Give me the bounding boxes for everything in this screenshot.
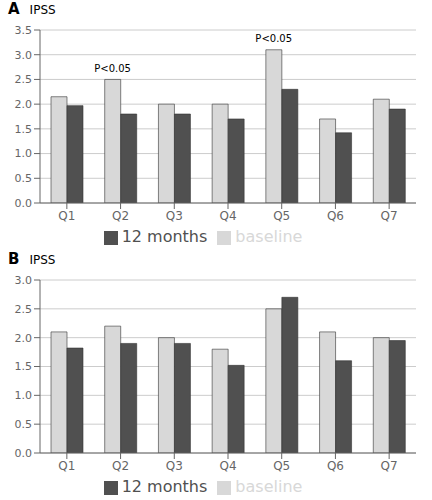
- svg-text:Q1: Q1: [58, 459, 75, 473]
- svg-text:1.0: 1.0: [15, 147, 33, 160]
- svg-text:2.5: 2.5: [15, 303, 33, 316]
- svg-text:0.5: 0.5: [15, 172, 33, 185]
- svg-text:Q7: Q7: [381, 459, 398, 473]
- svg-text:2.0: 2.0: [15, 98, 33, 111]
- html-text:B: B: [8, 250, 20, 268]
- svg-text:Q2: Q2: [112, 459, 129, 473]
- html-text:IPSS: IPSS: [29, 253, 56, 267]
- svg-text:0.0: 0.0: [15, 197, 33, 210]
- svg-text:P<0.05: P<0.05: [94, 63, 131, 74]
- svg-text:3.5: 3.5: [15, 24, 33, 37]
- html-text:A: A: [8, 0, 20, 18]
- html-text:12 months: 12 months: [121, 227, 208, 246]
- svg-text:Q5: Q5: [273, 209, 290, 223]
- svg-text:Q7: Q7: [381, 209, 398, 223]
- svg-text:2.0: 2.0: [15, 332, 33, 345]
- svg-text:Q3: Q3: [166, 209, 183, 223]
- svg-text:1.5: 1.5: [15, 123, 33, 136]
- svg-text:1.5: 1.5: [15, 360, 33, 373]
- svg-text:2.5: 2.5: [15, 73, 33, 86]
- svg-text:Q4: Q4: [219, 209, 236, 223]
- svg-text:Q1: Q1: [58, 209, 75, 223]
- svg-text:Q6: Q6: [327, 209, 344, 223]
- svg-text:1.0: 1.0: [15, 389, 33, 402]
- svg-text:P<0.05: P<0.05: [255, 33, 292, 44]
- svg-text:Q6: Q6: [327, 459, 344, 473]
- svg-text:0.5: 0.5: [15, 418, 33, 431]
- svg-text:Q2: Q2: [112, 209, 129, 223]
- html-text:12 months: 12 months: [121, 477, 208, 496]
- svg-text:Q5: Q5: [273, 459, 290, 473]
- svg-text:3.0: 3.0: [15, 274, 33, 287]
- html-text:baseline: baseline: [235, 227, 303, 246]
- svg-text:Q4: Q4: [219, 459, 236, 473]
- svg-text:3.0: 3.0: [15, 49, 33, 62]
- svg-text:0.0: 0.0: [15, 447, 33, 460]
- svg-text:Q3: Q3: [166, 459, 183, 473]
- html-text:baseline: baseline: [235, 477, 303, 496]
- html-text:IPSS: IPSS: [29, 3, 56, 17]
